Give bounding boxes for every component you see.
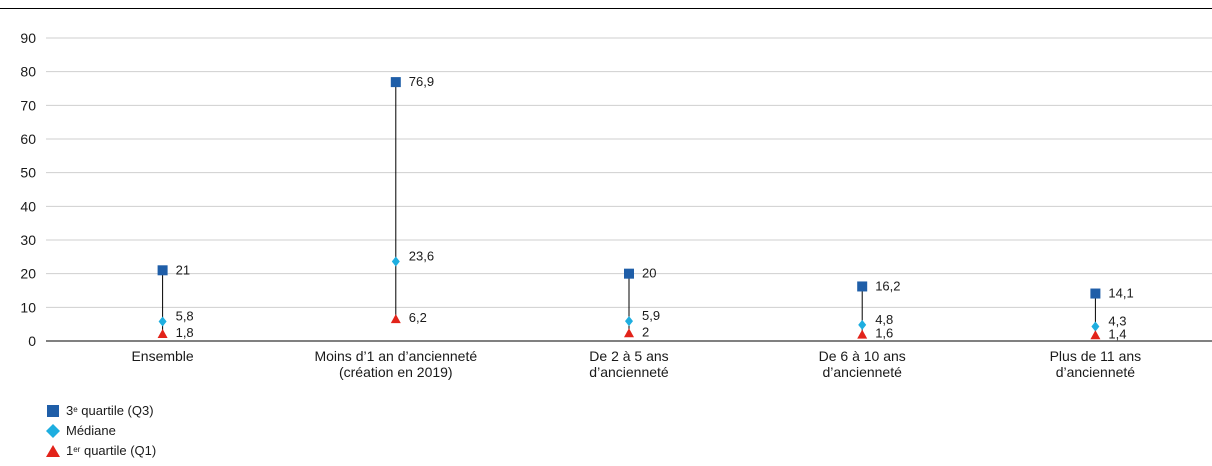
y-tick-label: 50 — [20, 165, 36, 181]
data-label: 21 — [176, 262, 190, 277]
y-tick-label: 0 — [28, 333, 36, 349]
diamond-marker-icon — [46, 424, 60, 438]
y-tick-label: 40 — [20, 198, 36, 214]
q3-marker — [157, 265, 168, 276]
range-stems — [162, 82, 1096, 337]
data-label: 76,9 — [409, 74, 434, 89]
x-category-label-line: d’ancienneté — [1056, 364, 1136, 380]
x-category-label-line: d’ancienneté — [589, 364, 669, 380]
legend-label-q3: 3e quartile (Q3) — [66, 403, 154, 418]
legend-text-q1: quartile (Q1) — [80, 443, 157, 458]
median-marker — [1091, 321, 1100, 332]
median-marker — [391, 256, 400, 267]
legend-sup-q1: er — [73, 445, 81, 454]
q3-marker — [857, 281, 868, 292]
data-label: 20 — [642, 266, 656, 281]
q1-marker — [857, 329, 868, 339]
legend: 3e quartile (Q3) Médiane 1er quartile (Q… — [46, 401, 156, 461]
x-category-label-line: Ensemble — [131, 348, 193, 364]
data-label: 1,4 — [1108, 326, 1126, 341]
q3-marker — [624, 268, 634, 279]
q1-marker — [157, 328, 168, 338]
y-tick-label: 10 — [20, 299, 36, 315]
data-label: 14,1 — [1108, 286, 1133, 301]
data-label: 4,3 — [1108, 314, 1126, 329]
y-tick-label: 70 — [20, 97, 36, 113]
x-category-label: Plus de 11 ans d’ancienneté — [1050, 348, 1142, 380]
y-tick-label: 80 — [20, 64, 36, 80]
data-label: 2 — [642, 324, 649, 339]
q1-marker — [390, 314, 401, 324]
data-label: 1,8 — [176, 325, 194, 340]
triangle-marker-icon — [46, 444, 60, 458]
x-category-label: De 2 à 5 ans d’ancienneté — [589, 348, 669, 380]
y-tick-label: 20 — [20, 266, 36, 282]
data-label: 6,2 — [409, 310, 427, 325]
x-category-label-line: d’ancienneté — [822, 364, 902, 380]
y-tick-label: 60 — [20, 131, 36, 147]
data-label: 16,2 — [875, 278, 900, 293]
legend-sup-q3: e — [73, 405, 78, 414]
data-label: 5,9 — [642, 308, 660, 323]
y-tick-label: 90 — [20, 30, 36, 46]
x-category-label-line: De 2 à 5 ans — [589, 348, 668, 364]
legend-text-q3: quartile (Q3) — [77, 403, 154, 418]
x-category-label: Moins d’1 an d’ancienneté (création en 20… — [314, 348, 477, 380]
y-tick-label: 30 — [20, 232, 36, 248]
legend-label-q1: 1er quartile (Q1) — [66, 443, 157, 458]
top-rule — [0, 8, 1212, 9]
x-category-label-line: Plus de 11 ans — [1050, 348, 1142, 364]
legend-item-median: Médiane — [46, 421, 156, 441]
q1-marker — [1090, 330, 1101, 340]
legend-item-q3: 3e quartile (Q3) — [46, 401, 156, 421]
median-marker — [158, 316, 167, 327]
x-category-label: Ensemble — [131, 348, 193, 364]
data-labels: 21 76,9 20 16,2 14,1 5,8 23,6 5,9 4,8 4,3 1,8 6,2 2 1… — [176, 74, 1134, 341]
x-axis-categories: Ensemble Moins d’1 an d’ancienneté (créati… — [131, 348, 1141, 380]
grid-layer — [46, 37, 1212, 342]
median-marker — [625, 316, 633, 327]
data-label: 4,8 — [875, 312, 893, 327]
square-marker-icon — [46, 404, 60, 418]
q3-marker — [1090, 288, 1101, 299]
x-category-label-line: (création en 2019) — [339, 364, 453, 380]
legend-label-median: Médiane — [66, 423, 116, 438]
q3-marker — [390, 77, 401, 88]
legend-item-q1: 1er quartile (Q1) — [46, 441, 156, 461]
x-category-label-line: Moins d’1 an d’ancienneté — [314, 348, 477, 364]
y-axis-ticks: 0 10 20 30 40 50 60 70 80 90 — [20, 30, 36, 349]
x-category-label-line: De 6 à 10 ans — [819, 348, 906, 364]
chart: 0 10 20 30 40 50 60 70 80 90 Ensemble Moins d’1 an… — [20, 30, 1212, 380]
markers — [157, 77, 1101, 340]
data-label: 5,8 — [176, 308, 194, 323]
data-label: 23,6 — [409, 249, 434, 264]
median-marker — [858, 319, 867, 330]
x-category-label: De 6 à 10 ans d’ancienneté — [819, 348, 906, 380]
q1-marker — [624, 328, 634, 338]
data-label: 1,6 — [875, 326, 893, 341]
